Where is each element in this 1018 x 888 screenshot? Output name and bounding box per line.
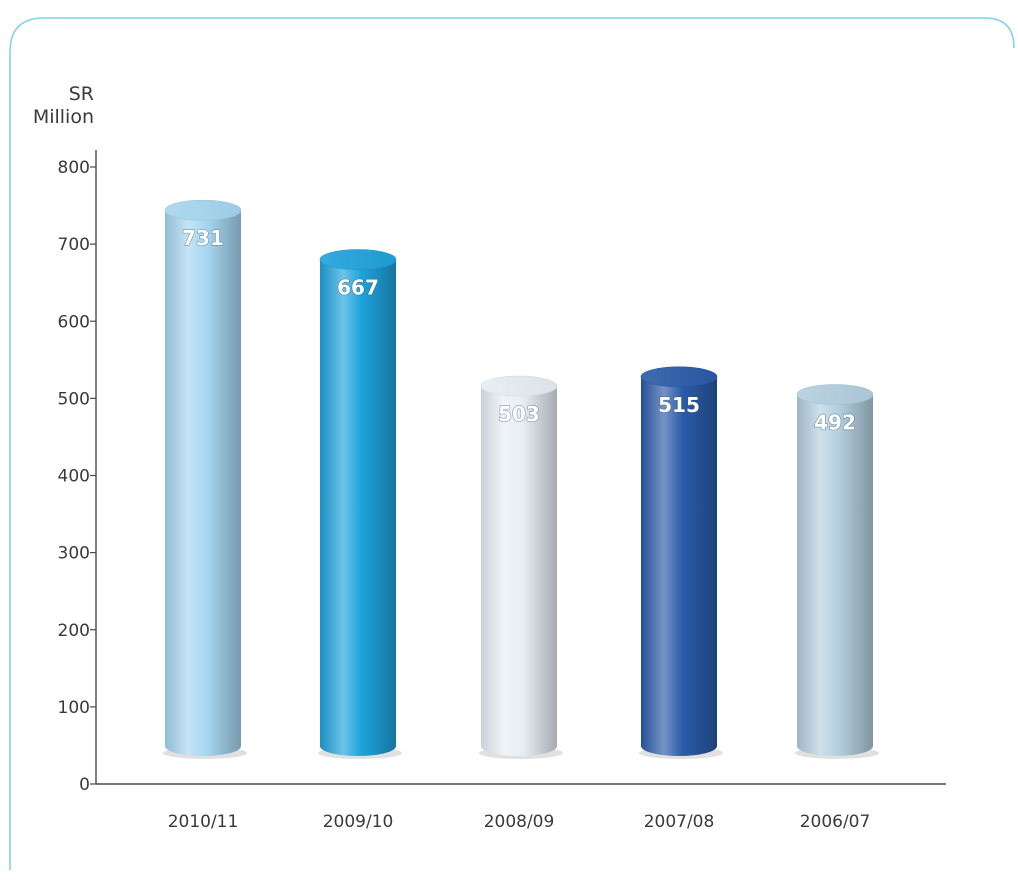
y-unit-line-1: SR xyxy=(69,83,94,105)
y-tick-label: 500 xyxy=(58,389,90,409)
bar-body xyxy=(641,376,717,756)
y-tick-label: 700 xyxy=(58,235,90,255)
y-tick-label: 0 xyxy=(79,775,90,795)
bar-value-label: 515 xyxy=(658,393,700,417)
y-tick-label: 800 xyxy=(58,158,90,178)
y-tick-label: 600 xyxy=(58,312,90,332)
bar-value-label: 667 xyxy=(337,276,379,300)
bar-cap xyxy=(796,384,874,405)
bar-2007/08: 515 xyxy=(639,366,723,759)
x-tick-label: 2008/09 xyxy=(484,812,555,832)
bar-2010/11: 731 xyxy=(163,199,247,759)
x-tick-label: 2007/08 xyxy=(644,812,715,832)
y-axis: 0 100 200 300 400 500 600 700 800 xyxy=(58,150,97,795)
bar-body xyxy=(797,394,873,756)
panel-border xyxy=(9,17,1015,870)
x-tick-label: 2010/11 xyxy=(168,812,239,832)
bar-cap xyxy=(319,249,397,270)
bar-body xyxy=(165,210,241,756)
bar-2009/10: 667 xyxy=(318,249,402,759)
x-tick-label: 2009/10 xyxy=(323,812,394,832)
bar-value-label: 731 xyxy=(182,226,224,250)
bars: 731 667 503 515 492 xyxy=(163,199,879,759)
bar-body xyxy=(481,386,557,756)
bar-cap xyxy=(164,199,242,221)
bar-2008/09: 503 xyxy=(479,375,563,759)
y-tick-label: 300 xyxy=(58,544,90,564)
y-tick-label: 100 xyxy=(58,698,90,718)
y-unit-line-2: Million xyxy=(33,106,94,128)
bar-value-label: 503 xyxy=(498,402,540,426)
bar-body xyxy=(320,259,396,756)
bar-cap xyxy=(480,375,558,397)
bar-2006/07: 492 xyxy=(795,384,879,759)
x-axis: 2010/11 2009/10 2008/09 2007/08 2006/07 xyxy=(96,783,946,832)
y-tick-label: 400 xyxy=(58,467,90,487)
bar-value-label: 492 xyxy=(814,411,856,435)
x-tick-label: 2006/07 xyxy=(800,812,871,832)
y-tick-label: 200 xyxy=(58,621,90,641)
bar-cap xyxy=(640,366,718,388)
